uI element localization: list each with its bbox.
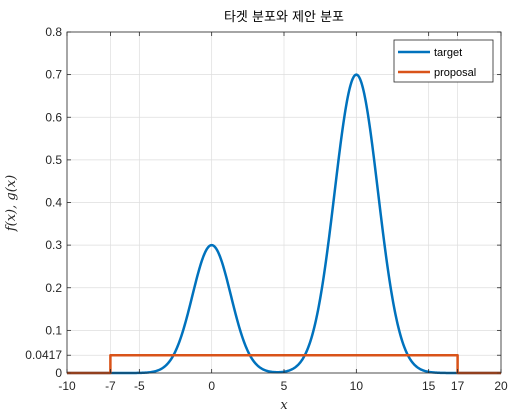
x-tick-label: -7 [105,379,116,393]
x-tick-label: 17 [451,379,465,393]
y-tick-label: 0.7 [45,68,62,82]
x-tick-label: 10 [350,379,364,393]
x-tick-label: 5 [281,379,288,393]
y-tick-label: 0.4 [45,196,62,210]
y-tick-label: 0.5 [45,153,62,167]
x-tick-label: 20 [494,379,508,393]
y-tick-label: 0.2 [45,281,62,295]
y-tick-label: 0.0417 [25,348,62,362]
legend: target proposal [393,39,494,83]
x-axis-label: x [280,398,288,413]
legend-label-proposal: proposal [434,67,476,79]
y-axis-label: f(x), g(x) [4,175,19,232]
x-tick-label: -10 [58,379,76,393]
y-axis: 0 0.0417 0.1 0.2 0.3 0.4 0.5 0.6 0.7 0.8 [25,25,501,380]
x-axis: -10 -7 -5 0 5 10 15 17 20 [58,32,508,393]
legend-box [393,39,494,83]
legend-label-target: target [434,47,462,59]
chart-title: 타겟 분포와 제안 분포 [224,10,344,25]
y-tick-label: 0.6 [45,110,62,124]
x-tick-label: 15 [422,379,436,393]
x-tick-label: 0 [208,379,215,393]
y-tick-label: 0.1 [45,323,62,337]
y-tick-label: 0 [55,366,62,380]
x-tick-label: -5 [134,379,145,393]
y-tick-label: 0.3 [45,238,62,252]
y-tick-label: 0.8 [45,25,62,39]
